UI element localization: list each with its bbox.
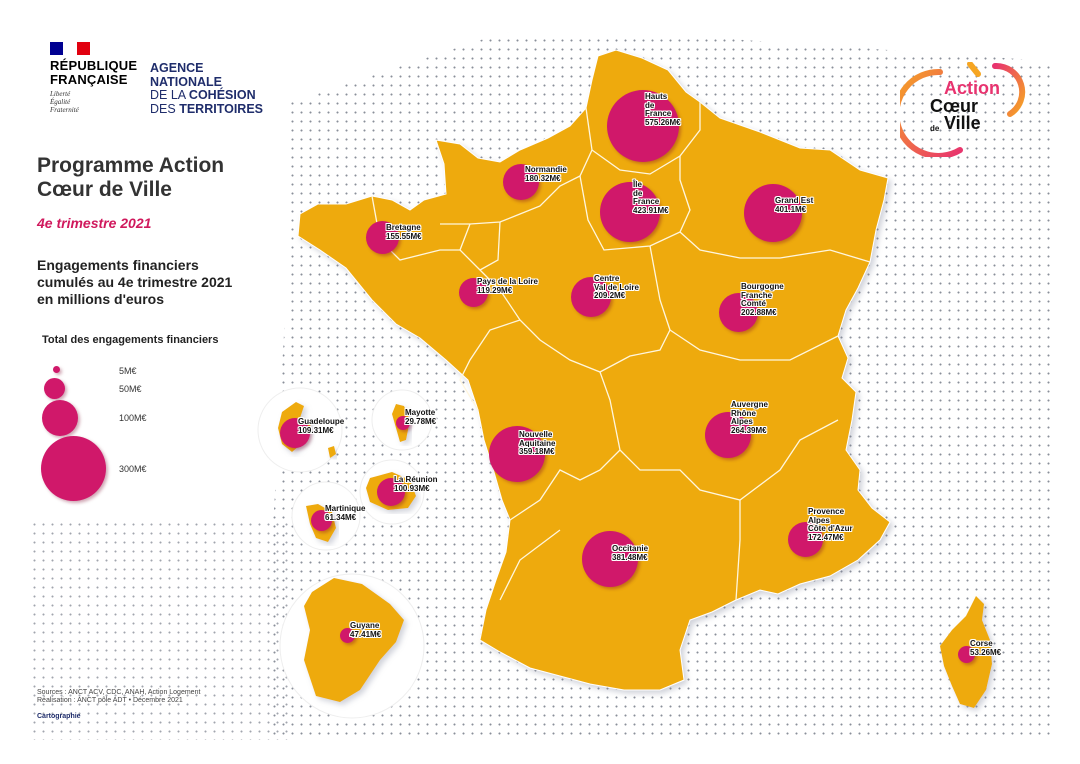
legend-bubble-5 bbox=[53, 366, 60, 373]
rf-motto-2: Égalité bbox=[50, 98, 71, 106]
french-flag-icon bbox=[50, 42, 90, 55]
legend-bubble-100 bbox=[42, 400, 78, 436]
footer-sources: Sources : ANCT ACV, CDC, ANAH, Action Lo… bbox=[37, 689, 201, 696]
legend-bubble-300 bbox=[41, 436, 106, 501]
label-guadeloupe: Guadeloupe 109.31M€ bbox=[298, 417, 345, 435]
anct-line4a: DES bbox=[150, 101, 180, 116]
anct-line3a: DE LA bbox=[150, 88, 189, 102]
label-hauts-de-france: Hauts de France 575.26M€ bbox=[645, 92, 681, 127]
description-line3: en millions d'euros bbox=[37, 291, 165, 307]
bubble-occitanie bbox=[582, 531, 638, 587]
acv-word-coeur: Cœur bbox=[930, 96, 978, 116]
bubble-paca bbox=[788, 522, 823, 557]
description: Engagements financiers cumulés au 4e tri… bbox=[37, 257, 277, 308]
anct-logo: AGENCE NATIONALE DE LA COHÉSION DES TERR… bbox=[150, 61, 263, 116]
anct-line3b: COHÉSION bbox=[188, 88, 256, 102]
bubble-corse bbox=[958, 646, 975, 663]
label-normandie: Normandie 180.32M€ bbox=[525, 165, 567, 183]
title-line1: Programme Action bbox=[37, 154, 225, 177]
label-nouvelle-aquitaine: Nouvelle Aquitaine 359.18M€ bbox=[519, 430, 556, 456]
label-ile-de-france: Île de France 423.91M€ bbox=[633, 180, 669, 215]
footer-cartographie: Cartographie bbox=[37, 713, 81, 720]
bubble-bourgogne-franche-comte bbox=[719, 293, 758, 332]
label-centre-val-de-loire: Centre Val de Loire 209.2M€ bbox=[594, 274, 639, 300]
rf-motto-1: Liberté bbox=[50, 90, 71, 98]
label-la-reunion: La Réunion 100.93M€ bbox=[394, 475, 438, 493]
page-title: Programme Action Cœur de Ville bbox=[37, 154, 277, 202]
bubble-grand-est bbox=[744, 184, 802, 242]
bubble-la-reunion bbox=[377, 478, 405, 506]
rf-motto-3: Fraternité bbox=[50, 106, 79, 114]
acv-word-ville: Ville bbox=[944, 113, 981, 133]
action-coeur-de-ville-logo: Action Cœur de Ville bbox=[900, 62, 1026, 157]
label-paca: Provence Alpes Côte d'Azur 172.47M€ bbox=[808, 507, 853, 542]
bubble-normandie bbox=[503, 164, 539, 200]
label-bretagne: Bretagne 155.55M€ bbox=[386, 223, 422, 241]
anct-line4b: TERRITOIRES bbox=[179, 101, 263, 116]
label-occitanie: Occitanie 381.48M€ bbox=[612, 544, 649, 562]
bubble-bretagne bbox=[366, 221, 399, 254]
republique-francaise-logo: RÉPUBLIQUE FRANÇAISE Liberté Égalité Fra… bbox=[50, 42, 137, 114]
rf-line2: FRANÇAISE bbox=[50, 72, 128, 87]
bubble-hauts-de-france bbox=[607, 90, 679, 162]
legend-label-5: 5M€ bbox=[119, 366, 137, 376]
anct-line2: NATIONALE bbox=[150, 74, 222, 89]
anct-line1: AGENCE bbox=[150, 61, 204, 75]
title-line2: Cœur de Ville bbox=[37, 178, 172, 201]
footer-credits: Sources : ANCT ACV, CDC, ANAH, Action Lo… bbox=[37, 689, 200, 705]
label-pays-de-la-loire: Pays de la Loire 119.29M€ bbox=[477, 277, 538, 295]
bubble-nouvelle-aquitaine bbox=[489, 426, 545, 482]
label-bourgogne-franche-comte: Bourgogne Franche Comté 202.88M€ bbox=[741, 282, 784, 317]
legend-title: Total des engagements financiers bbox=[42, 334, 219, 346]
label-grand-est: Grand Est 401.1M€ bbox=[775, 196, 814, 214]
bubble-ile-de-france bbox=[600, 182, 660, 242]
rf-line1: RÉPUBLIQUE bbox=[50, 58, 138, 73]
legend-bubble-50 bbox=[44, 378, 65, 399]
label-mayotte: Mayotte 29.78M€ bbox=[405, 408, 437, 426]
acv-word-de: de bbox=[930, 124, 940, 133]
legend-label-100: 100M€ bbox=[119, 413, 147, 423]
bubble-mayotte bbox=[396, 416, 410, 430]
bubble-centre-val-de-loire bbox=[571, 277, 611, 317]
description-line2: cumulés au 4e trimestre 2021 bbox=[37, 274, 233, 290]
bubble-martinique bbox=[311, 510, 332, 531]
footer-realisation: Réalisation : ANCT pôle ADT • Décembre 2… bbox=[37, 697, 183, 704]
acv-word-action: Action bbox=[944, 78, 1000, 98]
description-line1: Engagements financiers bbox=[37, 257, 199, 273]
bubble-auvergne-rhone-alpes bbox=[705, 412, 751, 458]
subtitle: 4e trimestre 2021 bbox=[37, 215, 152, 231]
region-boundaries bbox=[371, 102, 871, 601]
bubble-guyane bbox=[340, 628, 355, 643]
label-auvergne-rhone-alpes: Auvergne Rhône Alpes 264.39M€ bbox=[731, 400, 768, 435]
legend-label-50: 50M€ bbox=[119, 384, 142, 394]
dot-pattern-left bbox=[30, 520, 290, 740]
legend-label-300: 300M€ bbox=[119, 464, 147, 474]
bubble-pays-de-la-loire bbox=[459, 278, 488, 307]
label-corse: Corse 53.26M€ bbox=[970, 639, 1002, 657]
label-martinique: Martinique 61.34M€ bbox=[325, 504, 366, 522]
label-guyane: Guyane 47.41M€ bbox=[350, 621, 382, 639]
bubble-guadeloupe bbox=[280, 418, 310, 448]
